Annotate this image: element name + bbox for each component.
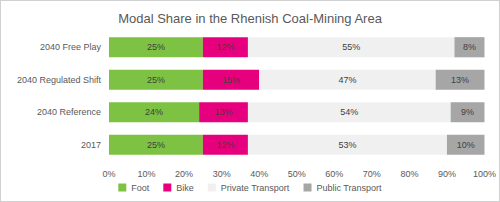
- svg-text:Bike: Bike: [176, 183, 194, 193]
- svg-text:9%: 9%: [461, 107, 474, 117]
- svg-text:Public Transport: Public Transport: [317, 183, 383, 193]
- svg-text:24%: 24%: [145, 107, 163, 117]
- svg-text:2040 Regulated Shift: 2040 Regulated Shift: [17, 75, 102, 85]
- svg-text:12%: 12%: [216, 140, 234, 150]
- svg-text:13%: 13%: [451, 75, 469, 85]
- svg-text:100%: 100%: [473, 169, 496, 179]
- svg-text:80%: 80%: [400, 169, 418, 179]
- svg-text:2040 Free Play: 2040 Free Play: [40, 42, 102, 52]
- svg-text:90%: 90%: [438, 169, 456, 179]
- svg-text:Private Transport: Private Transport: [221, 183, 290, 193]
- svg-text:Foot: Foot: [131, 183, 150, 193]
- svg-text:54%: 54%: [340, 107, 358, 117]
- svg-text:50%: 50%: [288, 169, 306, 179]
- svg-text:25%: 25%: [147, 42, 165, 52]
- svg-text:10%: 10%: [138, 169, 156, 179]
- svg-text:2017: 2017: [81, 140, 101, 150]
- svg-text:70%: 70%: [363, 169, 381, 179]
- svg-text:12%: 12%: [216, 42, 234, 52]
- svg-text:13%: 13%: [215, 107, 233, 117]
- svg-text:15%: 15%: [222, 75, 240, 85]
- svg-text:25%: 25%: [147, 75, 165, 85]
- svg-text:10%: 10%: [457, 140, 475, 150]
- svg-text:0%: 0%: [102, 169, 115, 179]
- svg-text:47%: 47%: [338, 75, 356, 85]
- svg-text:20%: 20%: [175, 169, 193, 179]
- svg-text:30%: 30%: [213, 169, 231, 179]
- svg-text:60%: 60%: [325, 169, 343, 179]
- svg-text:55%: 55%: [342, 42, 360, 52]
- svg-text:8%: 8%: [463, 42, 476, 52]
- svg-text:53%: 53%: [338, 140, 356, 150]
- svg-text:25%: 25%: [147, 140, 165, 150]
- svg-text:Modal Share in the Rhenish Coa: Modal Share in the Rhenish Coal-Mining A…: [118, 11, 383, 26]
- svg-text:40%: 40%: [250, 169, 268, 179]
- svg-text:2040 Reference: 2040 Reference: [37, 107, 101, 117]
